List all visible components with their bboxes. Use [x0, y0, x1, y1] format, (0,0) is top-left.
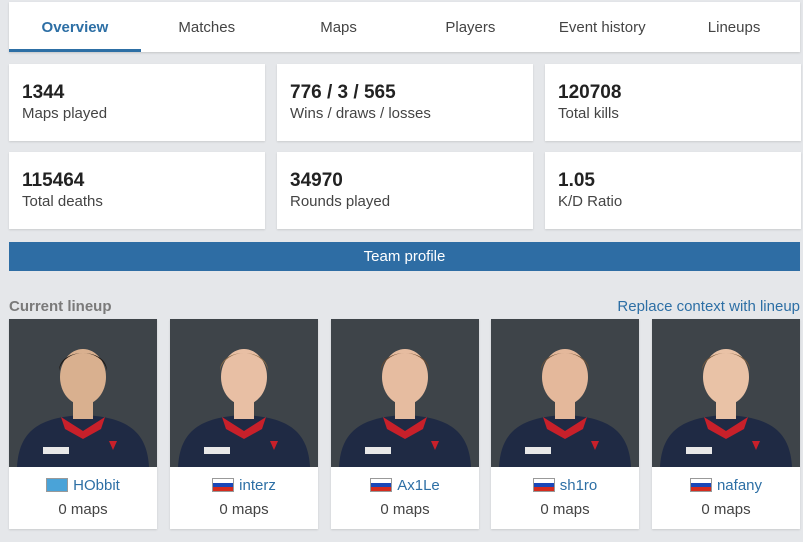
stat-value: 1.05: [558, 170, 595, 191]
flag-ru-icon: [212, 478, 235, 492]
flag-ru-icon: [689, 478, 712, 492]
player-name: nafany: [716, 476, 763, 494]
stat-value: 1344: [22, 82, 65, 103]
replace-context-link[interactable]: Replace context with lineup: [617, 298, 800, 315]
tab-bar: Overview Matches Maps Players Event hist…: [9, 2, 800, 52]
tab-matches[interactable]: Matches: [178, 18, 236, 36]
tab-event-history[interactable]: Event history: [558, 18, 646, 36]
player-silhouette-icon: [339, 349, 471, 467]
player-name-link[interactable]: Ax1Le: [331, 467, 479, 503]
player-name-link[interactable]: sh1ro: [491, 467, 639, 503]
player-photo[interactable]: [331, 319, 479, 467]
stat-total-kills: 120708 Total kills: [545, 64, 801, 141]
tab-lineups[interactable]: Lineups: [707, 18, 761, 36]
tab-overview[interactable]: Overview: [9, 2, 141, 52]
player-photo[interactable]: [9, 319, 157, 467]
player-card: HObbit 0 maps: [9, 319, 157, 529]
flag-kz-icon: [46, 478, 69, 492]
stat-total-deaths: 115464 Total deaths: [9, 152, 265, 229]
tab-players[interactable]: Players: [445, 18, 496, 36]
stat-value: 776 / 3 / 565: [290, 82, 396, 103]
player-silhouette-icon: [660, 349, 792, 467]
flag-ru-icon: [370, 478, 393, 492]
player-silhouette-icon: [17, 349, 149, 467]
player-silhouette-icon: [178, 349, 310, 467]
player-name-link[interactable]: interz: [170, 467, 318, 503]
stat-maps-played: 1344 Maps played: [9, 64, 265, 141]
stat-value: 115464: [22, 170, 85, 191]
player-card: Ax1Le 0 maps: [331, 319, 479, 529]
player-card: interz 0 maps: [170, 319, 318, 529]
flag-ru-icon: [532, 478, 555, 492]
player-photo[interactable]: [652, 319, 800, 467]
stat-kd-ratio: 1.05 K/D Ratio: [545, 152, 801, 229]
team-profile-button[interactable]: Team profile: [9, 242, 800, 271]
player-photo[interactable]: [491, 319, 639, 467]
player-name-link[interactable]: nafany: [652, 467, 800, 503]
player-card: nafany 0 maps: [652, 319, 800, 529]
player-card: sh1ro 0 maps: [491, 319, 639, 529]
player-photo[interactable]: [170, 319, 318, 467]
stat-label: Rounds played: [290, 193, 391, 210]
stat-rounds-played: 34970 Rounds played: [277, 152, 533, 229]
player-maps-count: 0 maps: [701, 501, 751, 518]
player-name-link[interactable]: HObbit: [9, 467, 157, 503]
stat-label: Wins / draws / losses: [290, 105, 431, 122]
stat-label: Total deaths: [22, 193, 103, 210]
player-name: sh1ro: [559, 476, 598, 494]
stat-label: Total kills: [558, 105, 619, 122]
player-name: HObbit: [73, 476, 120, 494]
tab-maps[interactable]: Maps: [320, 18, 357, 36]
player-name: interz: [239, 476, 276, 494]
player-maps-count: 0 maps: [540, 501, 590, 518]
stat-wins-draws-losses: 776 / 3 / 565 Wins / draws / losses: [277, 64, 533, 141]
stat-value: 34970: [290, 170, 343, 191]
player-name: Ax1Le: [397, 476, 440, 494]
stat-label: K/D Ratio: [558, 193, 623, 210]
stat-value: 120708: [558, 82, 622, 103]
stat-label: Maps played: [22, 105, 108, 122]
player-silhouette-icon: [499, 349, 631, 467]
current-lineup-heading: Current lineup: [9, 298, 112, 315]
player-maps-count: 0 maps: [58, 501, 108, 518]
player-maps-count: 0 maps: [380, 501, 430, 518]
player-maps-count: 0 maps: [219, 501, 269, 518]
